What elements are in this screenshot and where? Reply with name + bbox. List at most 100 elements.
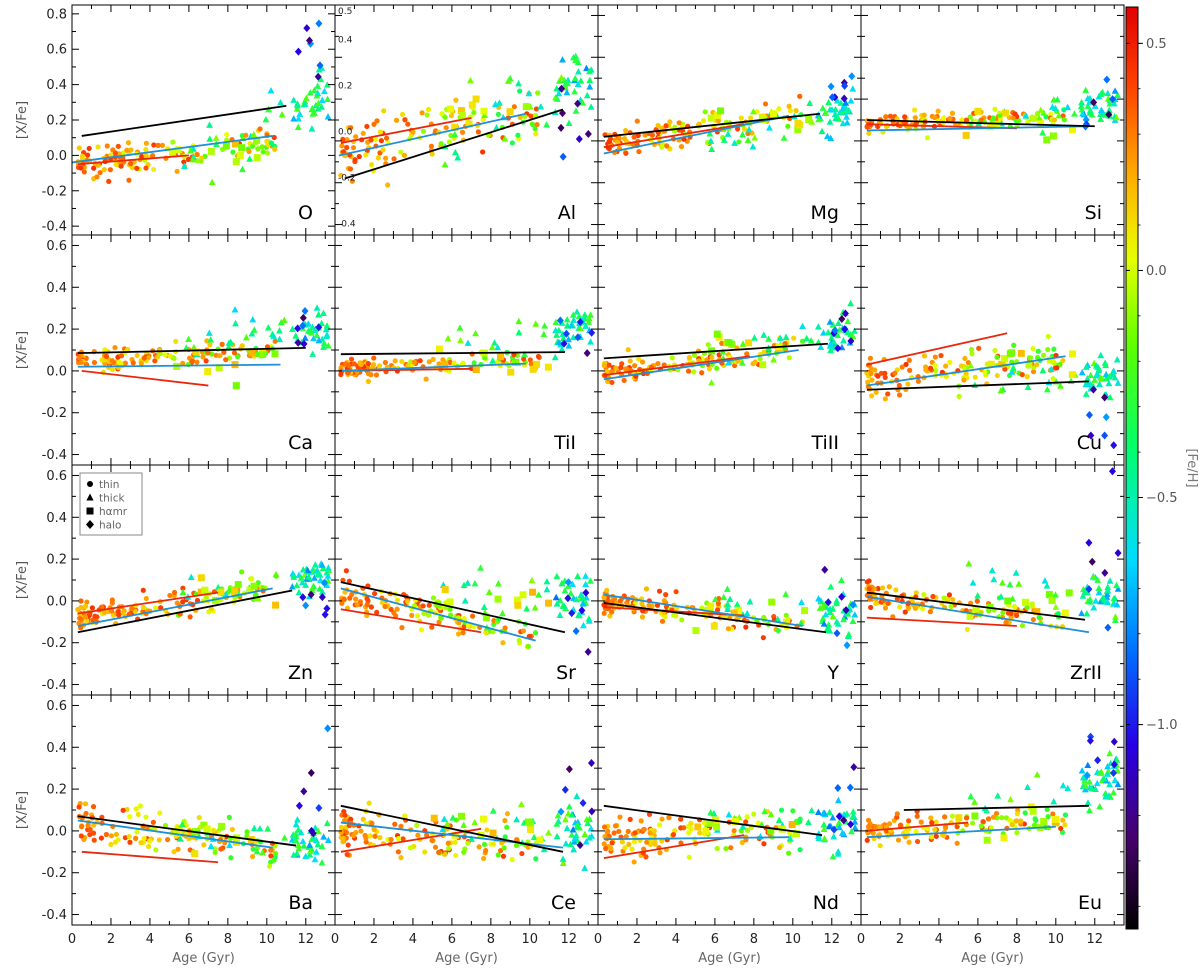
- hamr-point: [1029, 114, 1037, 122]
- thin-disk-point: [353, 596, 359, 602]
- thin-disk-point: [691, 369, 697, 375]
- thin-disk-point: [122, 360, 128, 366]
- x-tick-label: 8: [224, 932, 232, 947]
- hamr-point: [217, 588, 225, 596]
- thick-disk-point: [321, 87, 328, 95]
- thin-disk-point: [392, 821, 398, 827]
- thick-disk-point: [731, 139, 738, 146]
- thick-disk-point: [525, 89, 533, 97]
- thick-disk-point: [178, 820, 186, 828]
- thin-disk-point: [623, 150, 629, 156]
- halo-point: [841, 325, 849, 334]
- thin-disk-point: [786, 355, 792, 361]
- thin-disk-point: [657, 850, 663, 856]
- thin-disk-point: [345, 842, 351, 848]
- thin-disk-point: [941, 832, 947, 839]
- thin-disk-point: [601, 362, 608, 369]
- thick-disk-point: [724, 605, 732, 612]
- thick-disk-point: [515, 328, 523, 336]
- thick-disk-point: [1082, 782, 1089, 789]
- thin-disk-point: [350, 832, 357, 839]
- thick-disk-point: [1059, 782, 1067, 789]
- thin-disk-point: [933, 833, 939, 839]
- thin-disk-point: [993, 810, 1000, 817]
- thin-disk-point: [714, 607, 721, 613]
- legend-label: hαmr: [99, 506, 128, 518]
- y-tick-label: 0.6: [46, 239, 67, 254]
- thick-disk-point: [464, 579, 472, 586]
- thin-disk-point: [461, 623, 467, 629]
- thin-disk-point: [234, 354, 241, 360]
- thin-disk-point: [915, 378, 921, 384]
- thin-disk-point: [714, 365, 720, 371]
- thick-disk-point: [739, 340, 747, 347]
- thick-disk-point: [1071, 110, 1078, 117]
- thick-disk-point: [765, 335, 772, 342]
- thick-disk-point: [1103, 590, 1111, 597]
- hamr-point: [713, 823, 721, 831]
- halo-point: [838, 592, 846, 601]
- thin-disk-point: [402, 813, 408, 819]
- thick-disk-point: [749, 107, 757, 115]
- halo-point: [1110, 737, 1118, 746]
- thin-disk-point: [465, 622, 471, 629]
- y-tick-label: -0.2: [42, 406, 67, 421]
- thin-disk-point: [422, 849, 428, 855]
- thick-disk-point: [1022, 112, 1030, 119]
- thin-disk-point: [639, 359, 646, 365]
- thin-disk-point: [963, 815, 970, 821]
- fit-line-metal-poor: [866, 825, 1056, 839]
- thick-disk-point: [838, 576, 845, 584]
- thin-disk-point: [616, 135, 622, 142]
- thick-disk-point: [707, 808, 715, 816]
- thin-disk-point: [701, 118, 707, 124]
- hamr-point: [692, 627, 700, 635]
- thin-disk-point: [143, 140, 150, 146]
- thin-disk-point: [135, 811, 141, 817]
- thin-disk-point: [140, 604, 146, 611]
- thick-disk-point: [724, 585, 731, 592]
- thin-disk-point: [91, 822, 97, 828]
- thick-disk-point: [815, 112, 822, 119]
- x-tick-label: 0: [331, 932, 339, 947]
- thick-disk-point: [1097, 351, 1105, 359]
- thin-disk-point: [902, 114, 908, 120]
- thick-disk-point: [849, 617, 857, 625]
- hamr-point: [793, 830, 801, 838]
- panel-data: [75, 560, 333, 634]
- fit-line-all: [866, 591, 1086, 621]
- halo-point: [1101, 431, 1109, 440]
- hamr-point: [203, 825, 211, 833]
- thick-disk-point: [307, 328, 315, 335]
- thick-disk-point: [294, 100, 301, 107]
- thin-disk-point: [378, 138, 384, 144]
- x-tick-label: 6: [448, 932, 456, 947]
- thin-disk-point: [714, 845, 720, 852]
- y-tick-label: -0.4: [42, 678, 67, 693]
- thin-disk-point: [943, 363, 949, 369]
- thin-disk-point: [460, 360, 466, 366]
- thin-disk-point: [196, 814, 202, 821]
- thin-disk-point: [1044, 806, 1050, 813]
- thin-disk-point: [519, 850, 525, 857]
- thin-disk-point: [777, 844, 783, 851]
- thin-disk-point: [647, 830, 653, 836]
- thin-disk-point: [785, 850, 792, 856]
- hamr-point: [513, 596, 521, 604]
- thick-disk-point: [293, 105, 301, 112]
- thin-disk-point: [647, 841, 654, 848]
- thin-disk-point: [686, 854, 692, 860]
- panel-zrii: ZrII: [860, 464, 1125, 696]
- thin-disk-point: [932, 114, 938, 121]
- thick-disk-point: [1102, 370, 1110, 378]
- thick-disk-point: [807, 337, 815, 344]
- hamr-point: [457, 107, 465, 115]
- thin-disk-point: [868, 370, 874, 377]
- thin-disk-point: [255, 146, 261, 152]
- thin-disk-point: [410, 129, 416, 135]
- hamr-point: [211, 596, 219, 604]
- thin-disk-point: [624, 366, 630, 372]
- thick-disk-point: [513, 816, 521, 823]
- thin-disk-point: [887, 113, 894, 119]
